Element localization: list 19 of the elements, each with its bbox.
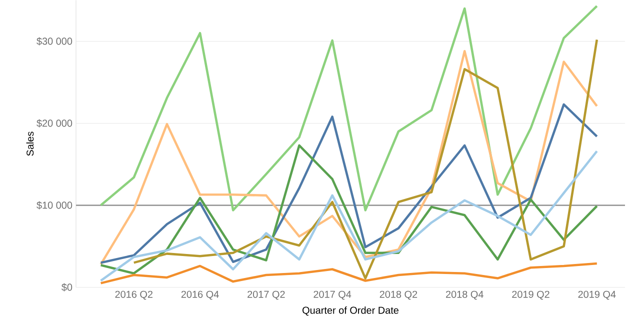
x-tick-label: 2017 Q2 (248, 290, 285, 300)
line-series (100, 50, 598, 266)
line-series (132, 38, 598, 280)
line-series (100, 262, 598, 284)
y-tick-label: $20 000 (36, 119, 72, 128)
x-tick-label: 2017 Q4 (314, 290, 352, 300)
x-tick-label: 2018 Q2 (380, 290, 418, 300)
y-tick-label: $30 000 (36, 37, 72, 46)
x-tick-label: 2016 Q2 (115, 290, 152, 300)
x-axis-title: Quarter of Order Date (302, 306, 398, 316)
y-axis-title: Sales (26, 132, 34, 156)
x-tick-label: 2019 Q4 (578, 290, 616, 300)
x-tick-label: 2018 Q4 (446, 290, 484, 300)
x-tick-label: 2016 Q4 (181, 290, 219, 300)
y-tick-label: $10 000 (36, 201, 72, 210)
y-tick-label: $0 (62, 283, 72, 292)
x-tick-label: 2019 Q2 (512, 290, 550, 300)
line-series (100, 4, 598, 212)
line-series (100, 103, 598, 264)
